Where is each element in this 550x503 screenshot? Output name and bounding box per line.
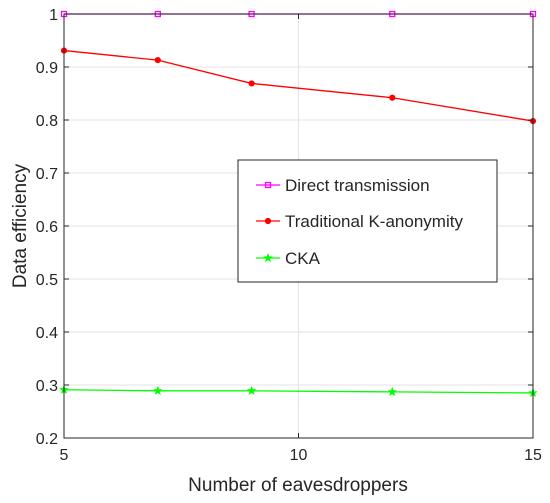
x-tick-label: 10 [290, 447, 308, 464]
legend-entry: CKA [256, 249, 321, 268]
star-marker [387, 386, 398, 396]
y-tick-label: 0.9 [36, 60, 58, 77]
y-tick-label: 0.3 [36, 378, 58, 395]
legend-label: Direct transmission [285, 176, 430, 195]
star-marker [263, 252, 273, 263]
circle-marker [389, 94, 396, 101]
star-marker [246, 385, 257, 395]
circle-marker [264, 217, 272, 225]
legend-box [237, 159, 498, 283]
square-marker [264, 181, 272, 189]
y-tick-label: 0.5 [36, 272, 58, 289]
circle-marker [154, 57, 161, 64]
y-tick-label: 0.4 [36, 325, 58, 342]
legend-entry: Direct transmission [256, 176, 430, 195]
legend-entry: Traditional K-anonymity [256, 212, 463, 231]
circle-marker [248, 80, 255, 87]
y-tick-label: 0.2 [36, 431, 58, 448]
y-tick-label: 1 [49, 7, 58, 24]
x-tick-label: 5 [60, 447, 69, 464]
legend: Direct transmission Traditional K-anonymi… [237, 159, 498, 283]
x-axis-title: Number of eavesdroppers [188, 475, 408, 496]
star-marker [153, 385, 163, 395]
y-tick-label: 0.7 [36, 166, 58, 183]
y-tick-label: 0.6 [36, 219, 58, 236]
legend-label: CKA [285, 249, 321, 268]
series-circle [60, 47, 537, 125]
x-tick-label: 15 [524, 447, 542, 464]
y-axis-title: Data efficiency [10, 163, 31, 288]
axis-ticks: 5 10 15 0.2 0.3 0.4 0.5 0.6 0.7 0.8 0.9 1 [36, 7, 542, 464]
y-tick-label: 0.8 [36, 113, 58, 130]
legend-label: Traditional K-anonymity [285, 212, 463, 231]
